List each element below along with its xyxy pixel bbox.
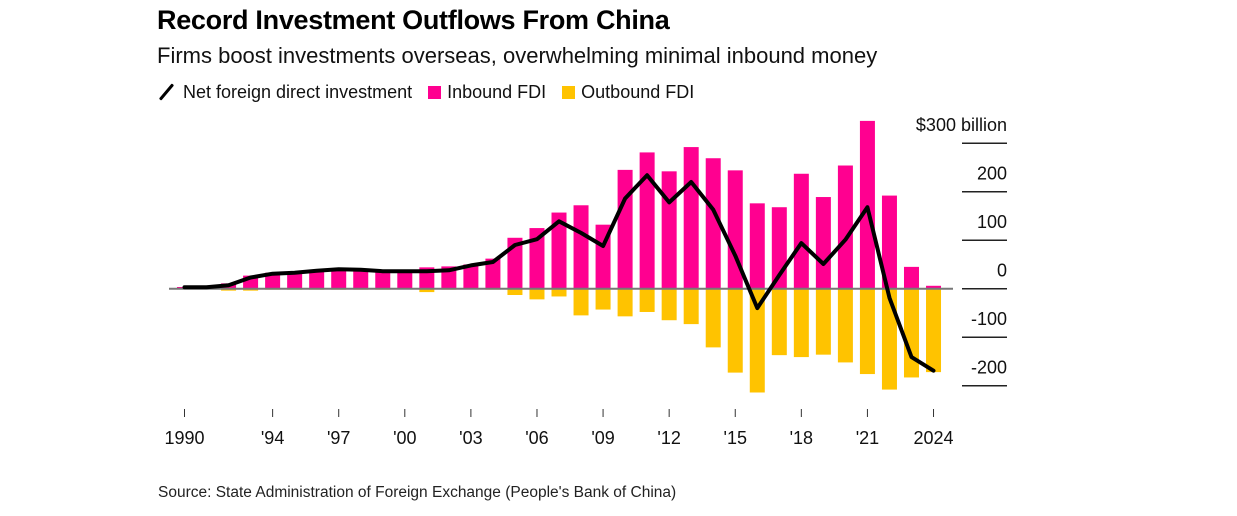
outbound-bar-2015 [727,288,743,373]
inbound-swatch-icon [428,85,442,99]
outbound-bar-2010 [617,288,633,317]
inbound-bars [177,120,942,289]
source-note: Source: State Administration of Foreign … [158,484,677,501]
y-tick-label: -200 [971,358,1007,378]
x-tick-label: '06 [525,428,548,448]
x-tick-label: 1990 [164,428,204,448]
outbound-bar-2008 [573,288,589,316]
inbound-bar-2013 [683,147,699,289]
legend-item-net-fdi: Net foreign direct investment [158,82,412,103]
legend-label-inbound-fdi: Inbound FDI [447,81,547,102]
x-tick-label: '03 [459,428,482,448]
legend-item-outbound-fdi: Outbound FDI [562,82,694,103]
net-fdi-line [182,173,936,373]
x-tick-label: 2024 [913,428,953,448]
outbound-bar-2001 [419,288,435,293]
outbound-bar-2022 [881,288,897,390]
inbound-bar-2023 [903,266,919,289]
outbound-bar-2009 [595,288,611,310]
outbound-bar-2014 [705,288,721,348]
legend-label-net-fdi: Net foreign direct investment [183,81,413,102]
inbound-bar-2000 [397,271,413,289]
outbound-bar-2007 [551,288,567,297]
x-tick-label: '97 [327,428,350,448]
outbound-bar-2020 [837,288,853,363]
outbound-bar-2019 [815,288,831,355]
inbound-bar-1995 [287,271,303,289]
y-tick-label: 200 [977,164,1007,184]
x-tick-label: '94 [261,428,284,448]
x-tick-label: '21 [856,428,879,448]
x-tick-label: '00 [393,428,416,448]
inbound-bar-2019 [815,197,831,289]
inbound-bar-1997 [331,269,347,289]
inbound-bar-2005 [507,237,523,289]
inbound-bar-2020 [837,165,853,289]
y-tick-label: -100 [971,309,1007,329]
outbound-bar-2016 [749,288,765,393]
outbound-bars [177,288,942,393]
x-tick-label: '18 [790,428,813,448]
inbound-bar-2015 [727,170,743,289]
inbound-bar-2012 [661,171,677,289]
x-tick-label: '15 [724,428,747,448]
outbound-bar-2005 [507,288,523,296]
y-tick-label: 100 [977,212,1007,232]
inbound-bar-2018 [793,173,809,289]
inbound-bar-1996 [309,270,325,289]
x-tick-label: '09 [591,428,614,448]
y-tick-label: $300 billion [916,115,1007,135]
outbound-bar-2023 [903,288,919,378]
inbound-bar-2007 [551,212,567,289]
inbound-bar-2021 [859,120,875,289]
inbound-bar-2011 [639,152,655,289]
legend: Net foreign direct investment Inbound FD… [158,80,710,104]
outbound-bar-2021 [859,288,875,375]
inbound-bar-2006 [529,228,545,289]
inbound-bar-2010 [617,169,633,289]
inbound-bar-1999 [375,270,391,289]
inbound-bar-2016 [749,203,765,289]
outbound-bar-2018 [793,288,809,358]
inbound-bar-1998 [353,269,369,289]
y-axis: $300 billion 200 100 0 -100 -200 [916,115,1007,387]
inbound-bar-2014 [705,158,721,289]
legend-label-outbound-fdi: Outbound FDI [581,81,695,102]
inbound-bar-2003 [463,264,479,289]
x-tick-label: '12 [657,428,680,448]
legend-item-inbound-fdi: Inbound FDI [428,82,546,103]
outbound-swatch-icon [562,85,576,99]
inbound-bar-1994 [265,272,281,289]
outbound-bar-2017 [771,288,787,356]
outbound-bar-2006 [529,288,545,300]
outbound-bar-2024 [926,288,942,373]
outbound-bar-2011 [639,288,655,312]
outbound-bar-2012 [661,288,677,321]
inbound-bar-2024 [926,285,942,289]
outbound-bar-2013 [683,288,699,325]
inbound-bar-2008 [573,205,589,289]
x-axis: 1990 '94 '97 '00 '03 '06 '09 '12 '15 '18 '21 2024 [164,409,954,448]
inbound-bar-2022 [881,195,897,289]
chart-title: Record Investment Outflows From China [157,5,670,35]
y-tick-label: 0 [997,261,1007,281]
inbound-bar-2004 [485,258,501,289]
chart-subtitle: Firms boost investments overseas, overwh… [157,43,878,68]
